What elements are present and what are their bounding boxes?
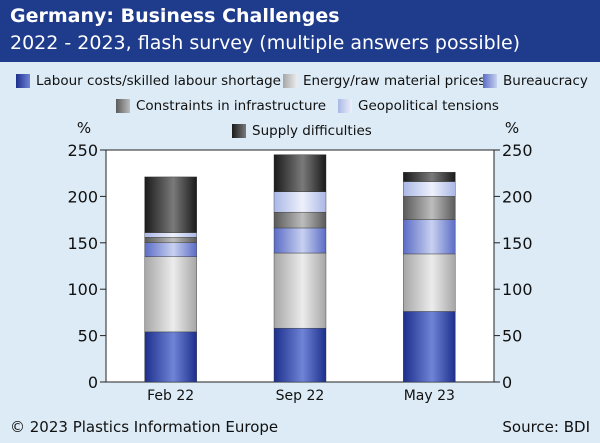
- bar-segment-2-0: [144, 242, 197, 257]
- legend-label-labour: Labour costs/skilled labour shortage: [36, 73, 281, 89]
- y-tick-label-left: 200: [67, 187, 98, 206]
- legend-item-labour: Labour costs/skilled labour shortage: [16, 72, 281, 90]
- legend-item-infrastructure: Constraints in infrastructure: [116, 97, 326, 115]
- y-tick-label-right: 100: [502, 280, 533, 299]
- bar-segment-3-1: [273, 211, 327, 229]
- x-tick-label: Sep 22: [276, 388, 325, 404]
- bar-segment-5-2: [403, 172, 456, 182]
- bar-segment-1-0: [144, 256, 197, 333]
- y-tick-label-right: 250: [502, 141, 533, 160]
- bar-segment-0-1: [273, 327, 327, 383]
- chart-header: Germany: Business Challenges 2022 - 2023…: [0, 0, 600, 62]
- legend-item-geopolitical: Geopolitical tensions: [338, 97, 499, 115]
- bar-segment-3-2: [403, 196, 456, 220]
- bar-segment-0-2: [403, 311, 456, 383]
- bar-segment-0-0: [144, 331, 197, 383]
- y-tick-label-right: 200: [502, 187, 533, 206]
- legend-label-infrastructure: Constraints in infrastructure: [136, 98, 327, 114]
- y-tick-label-left: 100: [67, 280, 98, 299]
- bar-segment-3-0: [144, 237, 197, 243]
- legend-label-geopolitical: Geopolitical tensions: [358, 98, 499, 114]
- legend-item-supply: Supply difficulties: [232, 122, 372, 140]
- bar-segment-4-1: [273, 191, 327, 213]
- x-tick-label: May 23: [404, 388, 455, 404]
- bar-segment-4-0: [144, 232, 197, 238]
- copyright-note: © 2023 Plastics Information Europe: [10, 418, 279, 436]
- legend-label-bureaucracy: Bureaucracy: [503, 73, 588, 89]
- chart-title: Germany: Business Challenges: [10, 5, 340, 27]
- y-tick-label-left: 50: [78, 327, 98, 346]
- bar-segment-2-2: [403, 219, 456, 255]
- x-tick-label: Feb 22: [147, 388, 194, 404]
- y-tick-label-right: 50: [502, 327, 522, 346]
- bar-segment-5-0: [144, 176, 197, 233]
- y-tick-label-left: 150: [67, 234, 98, 253]
- bar-segment-1-2: [403, 253, 456, 312]
- bar-segment-4-2: [403, 181, 456, 197]
- bar-segment-2-1: [273, 227, 327, 254]
- y-tick-label-left: 0: [88, 373, 98, 392]
- legend-swatch-geopolitical: [338, 99, 352, 113]
- chart-subtitle: 2022 - 2023, flash survey (multiple answ…: [10, 32, 521, 54]
- legend-label-energy: Energy/raw material prices: [303, 73, 486, 89]
- legend-swatch-labour: [16, 74, 30, 88]
- legend-item-bureaucracy: Bureaucracy: [483, 72, 588, 90]
- legend-item-energy: Energy/raw material prices: [283, 72, 485, 90]
- source-note: Source: BDI: [502, 418, 590, 436]
- axis-labels: Feb 22 Sep 22 May 23: [147, 388, 455, 404]
- y-axis-unit-left: %: [77, 119, 91, 137]
- y-tick-label-right: 0: [502, 373, 512, 392]
- legend-label-supply: Supply difficulties: [252, 123, 372, 139]
- bar-segment-1-1: [273, 252, 327, 329]
- y-tick-label-right: 150: [502, 234, 533, 253]
- legend-swatch-energy: [283, 74, 297, 88]
- bar-segment-5-1: [273, 154, 327, 192]
- legend-swatch-supply: [232, 124, 246, 138]
- axis-ticks: 0 0 50 50 100 100 150 150 200 200 250 250: [67, 141, 532, 392]
- legend-swatch-bureaucracy: [483, 74, 497, 88]
- bars: [144, 154, 456, 383]
- y-tick-label-left: 250: [67, 141, 98, 160]
- y-axis-unit-right: %: [505, 119, 519, 137]
- legend-swatch-infrastructure: [116, 99, 130, 113]
